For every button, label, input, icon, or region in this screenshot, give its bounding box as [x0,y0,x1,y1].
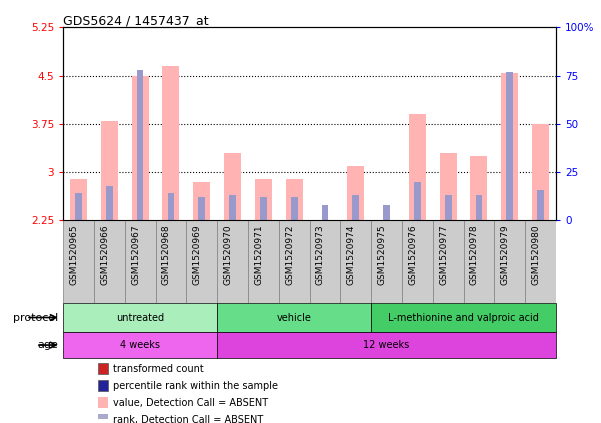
Bar [168,193,174,220]
Text: GSM1520970: GSM1520970 [224,225,233,285]
Bar [194,182,210,220]
Text: GDS5624 / 1457437_at: GDS5624 / 1457437_at [63,14,209,27]
Text: GSM1520967: GSM1520967 [131,225,140,285]
Bar [279,220,310,303]
Text: GSM1520965: GSM1520965 [70,225,79,285]
Bar [217,303,371,332]
Bar [310,220,340,303]
Bar [101,121,118,220]
Text: percentile rank within the sample: percentile rank within the sample [114,381,278,391]
Bar [63,332,217,358]
Text: GSM1520971: GSM1520971 [254,225,263,285]
Bar [352,195,359,220]
Bar [63,220,94,303]
Bar [371,303,556,332]
Bar [291,197,297,220]
Bar [97,363,108,374]
Bar [532,124,549,220]
Text: GSM1520966: GSM1520966 [100,225,109,285]
Bar [132,76,148,220]
Text: GSM1520968: GSM1520968 [162,225,171,285]
Bar [217,332,556,358]
Bar [371,220,402,303]
Text: GSM1520976: GSM1520976 [408,225,417,285]
Bar [445,195,451,220]
Bar [97,397,108,408]
Text: GSM1520969: GSM1520969 [193,225,202,285]
Text: age: age [37,340,58,350]
Bar [285,179,302,220]
Bar [156,220,186,303]
Text: GSM1520980: GSM1520980 [531,225,540,285]
Bar [340,220,371,303]
Bar [198,197,205,220]
Text: transformed count: transformed count [114,364,204,374]
Text: rank, Detection Call = ABSENT: rank, Detection Call = ABSENT [114,415,264,423]
Text: GSM1520979: GSM1520979 [501,225,510,285]
Bar [525,220,556,303]
Bar [63,303,217,332]
Bar [414,182,421,220]
Bar [75,193,82,220]
Bar [94,220,125,303]
Bar [70,179,87,220]
Text: GSM1520978: GSM1520978 [470,225,479,285]
Text: GSM1520972: GSM1520972 [285,225,294,285]
Text: 4 weeks: 4 weeks [120,340,160,350]
Text: GSM1520974: GSM1520974 [347,225,356,285]
Bar [475,195,483,220]
Bar [322,205,328,220]
Bar [97,380,108,391]
Bar [248,220,279,303]
Bar [383,205,390,220]
Text: 12 weeks: 12 weeks [364,340,410,350]
Text: value, Detection Call = ABSENT: value, Detection Call = ABSENT [114,398,269,408]
Text: GSM1520975: GSM1520975 [377,225,386,285]
Bar [402,220,433,303]
Text: vehicle: vehicle [276,313,311,322]
Text: GSM1520973: GSM1520973 [316,225,325,285]
Bar [537,190,544,220]
Bar [495,220,525,303]
Bar [506,72,513,220]
Bar [229,195,236,220]
Bar [162,66,179,220]
Bar [136,70,144,220]
Bar [433,220,463,303]
Bar [125,220,156,303]
Bar [463,220,495,303]
Bar [440,153,457,220]
Bar [260,197,267,220]
Bar [224,153,241,220]
Bar [217,220,248,303]
Text: protocol: protocol [13,313,58,322]
Bar [106,186,113,220]
Text: L-methionine and valproic acid: L-methionine and valproic acid [388,313,539,322]
Bar [186,220,217,303]
Text: GSM1520977: GSM1520977 [439,225,448,285]
Bar [347,166,364,220]
Text: untreated: untreated [116,313,164,322]
Bar [501,72,518,220]
Bar [255,179,272,220]
Bar [409,114,426,220]
Bar [97,414,108,423]
Bar [471,156,487,220]
